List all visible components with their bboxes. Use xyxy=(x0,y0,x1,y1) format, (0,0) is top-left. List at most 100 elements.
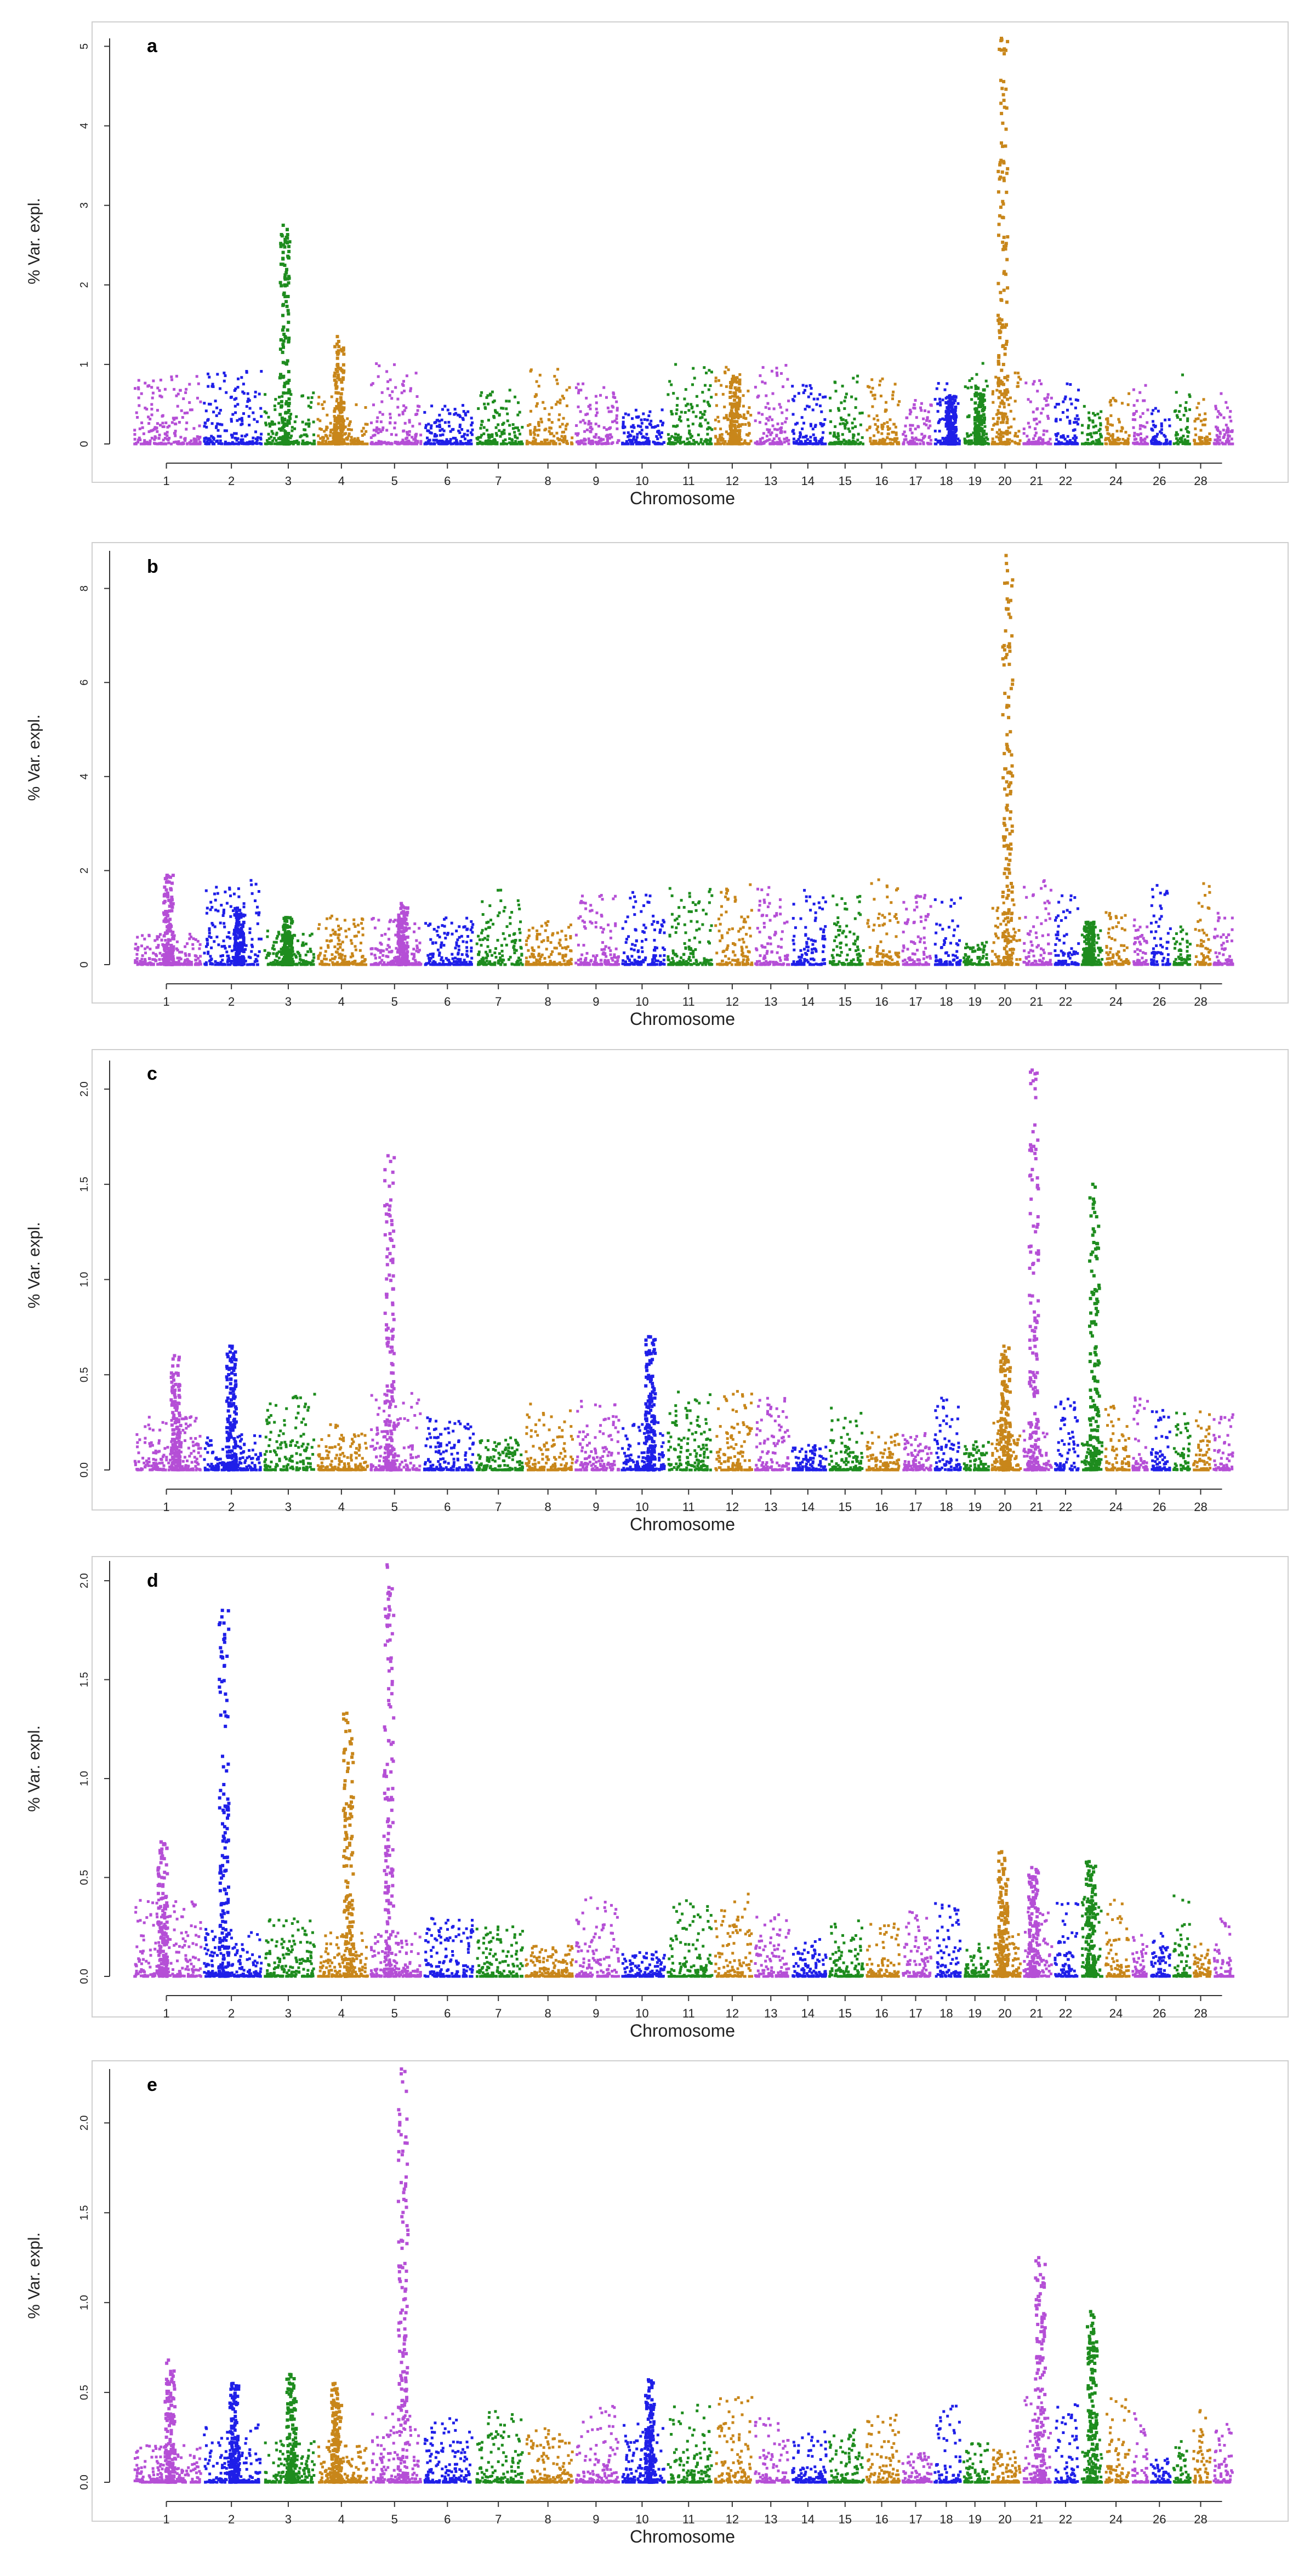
snp-point xyxy=(640,421,644,425)
snp-point xyxy=(412,438,415,441)
snp-point xyxy=(277,956,281,960)
snp-point xyxy=(403,442,407,446)
snp-point xyxy=(270,435,272,438)
snp-point xyxy=(693,377,696,380)
snp-point xyxy=(158,389,161,392)
snp-point xyxy=(361,917,363,920)
snp-point xyxy=(601,442,604,446)
snp-point xyxy=(443,404,447,408)
snp-point xyxy=(1066,435,1069,438)
snp-point xyxy=(730,405,734,409)
snp-point xyxy=(340,953,344,956)
snp-point xyxy=(947,435,951,438)
snp-point xyxy=(1150,442,1153,445)
snp-point xyxy=(222,910,225,914)
snp-point xyxy=(842,439,846,442)
snp-point xyxy=(393,426,396,430)
snp-point xyxy=(278,396,281,398)
chromosome-points-8 xyxy=(525,368,574,446)
snp-point xyxy=(589,442,593,446)
snp-point xyxy=(133,429,136,432)
snp-point xyxy=(737,380,741,384)
snp-point xyxy=(701,391,704,394)
snp-point xyxy=(1214,404,1217,408)
snp-point xyxy=(990,428,994,431)
snp-point xyxy=(639,425,642,428)
snp-point xyxy=(1063,397,1067,401)
snp-point xyxy=(999,330,1003,334)
snp-point xyxy=(728,396,732,399)
snp-point xyxy=(966,435,969,438)
snp-point xyxy=(1003,395,1006,399)
snp-point xyxy=(726,418,730,421)
snp-point xyxy=(968,379,971,382)
snp-point xyxy=(1066,415,1069,419)
snp-point xyxy=(379,442,382,446)
snp-point xyxy=(1032,442,1035,446)
snp-point xyxy=(668,380,671,383)
snp-point xyxy=(401,412,405,415)
snp-point xyxy=(1001,383,1005,386)
snp-point xyxy=(209,955,212,958)
snp-point xyxy=(953,408,957,412)
snp-point xyxy=(460,435,464,438)
snp-point xyxy=(881,425,885,428)
snp-point xyxy=(430,424,433,428)
snp-point xyxy=(888,427,891,430)
snp-point xyxy=(679,442,682,445)
snp-point xyxy=(719,442,722,446)
snp-point xyxy=(951,426,955,430)
snp-point xyxy=(1198,413,1201,417)
snp-point xyxy=(1165,442,1168,445)
snp-point xyxy=(1094,414,1097,417)
snp-point xyxy=(501,423,504,426)
snp-point xyxy=(736,429,739,433)
snp-point xyxy=(301,933,305,936)
snp-point xyxy=(497,423,500,426)
snp-point xyxy=(938,397,941,401)
snp-point xyxy=(319,437,322,440)
snp-point xyxy=(308,422,311,425)
snp-point xyxy=(1016,435,1019,438)
snp-point xyxy=(189,442,192,446)
snp-point xyxy=(335,405,339,408)
snp-point xyxy=(361,434,364,437)
snp-point xyxy=(1194,427,1197,430)
snp-point xyxy=(411,425,414,428)
snp-point xyxy=(714,436,718,439)
snp-point xyxy=(209,908,212,911)
snp-point xyxy=(205,442,208,446)
snp-point xyxy=(1005,300,1009,304)
snp-point xyxy=(345,935,348,938)
snp-point xyxy=(287,312,291,316)
snp-point xyxy=(279,373,282,377)
snp-point xyxy=(286,435,289,439)
snp-point xyxy=(502,440,505,443)
snp-point xyxy=(710,428,714,431)
snp-point xyxy=(602,438,605,441)
snp-point xyxy=(496,434,498,437)
snp-point xyxy=(1203,423,1206,426)
snp-point xyxy=(287,409,291,413)
snp-point xyxy=(996,412,1000,415)
snp-point xyxy=(1004,127,1008,131)
snp-point xyxy=(534,440,537,443)
snp-point xyxy=(903,430,906,434)
snp-point xyxy=(1012,418,1016,420)
snp-point xyxy=(339,423,342,427)
snp-point xyxy=(321,439,324,442)
snp-point xyxy=(996,442,999,446)
snp-point xyxy=(881,427,884,430)
snp-point xyxy=(1033,434,1037,437)
snp-point xyxy=(1033,418,1036,421)
snp-point xyxy=(996,384,1000,387)
snp-point xyxy=(841,384,844,387)
snp-point xyxy=(938,430,941,433)
snp-point xyxy=(1046,396,1049,399)
snp-point xyxy=(166,437,169,441)
snp-point xyxy=(295,440,299,442)
snp-point xyxy=(1199,429,1203,432)
snp-point xyxy=(730,412,733,416)
snp-point xyxy=(970,433,973,436)
snp-point xyxy=(565,404,568,407)
